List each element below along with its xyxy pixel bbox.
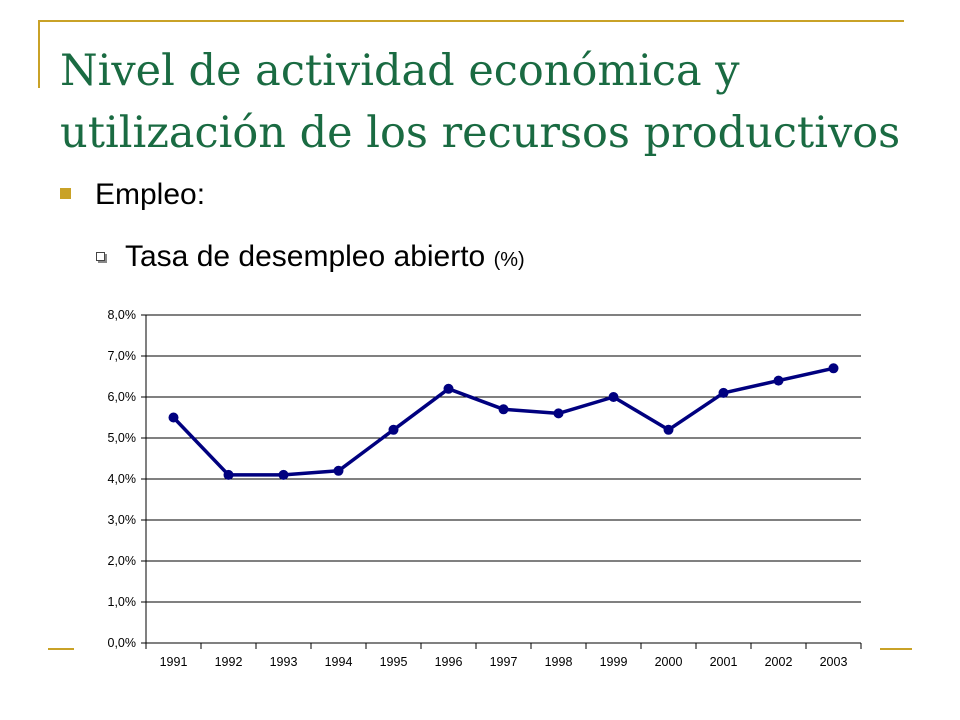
x-tick-label: 1999 bbox=[600, 655, 628, 669]
axis-layer: 0,0% 1,0% 2,0% 3,0% 4,0% 5,0% 6,0% 7,0% 8,0% 1991… bbox=[108, 308, 862, 669]
data-point bbox=[608, 392, 619, 402]
series-layer bbox=[168, 363, 839, 480]
x-tick-label: 1996 bbox=[435, 655, 463, 669]
data-point bbox=[773, 375, 784, 386]
x-tick-label: 1993 bbox=[270, 655, 298, 669]
x-tick-label: 1995 bbox=[380, 655, 408, 669]
bullet-tasa-label: Tasa de desempleo abierto bbox=[125, 240, 486, 273]
bullet-tasa-desempleo: Tasa de desempleo abierto (%) bbox=[96, 240, 525, 274]
data-point bbox=[828, 363, 839, 374]
data-point bbox=[443, 383, 454, 394]
data-point bbox=[388, 424, 399, 435]
x-tick-label: 1994 bbox=[325, 655, 353, 669]
data-point bbox=[168, 412, 179, 423]
square-bullet-icon bbox=[60, 187, 71, 199]
frame-left-rule bbox=[38, 20, 40, 88]
data-point bbox=[663, 424, 674, 435]
data-point bbox=[223, 469, 234, 480]
x-tick-label: 2001 bbox=[710, 655, 738, 669]
x-tick-label: 1991 bbox=[160, 655, 188, 669]
y-tick-label: 3,0% bbox=[108, 513, 137, 527]
x-tick-label: 2000 bbox=[655, 655, 683, 669]
y-tick-label: 5,0% bbox=[108, 431, 137, 445]
grid-layer bbox=[146, 314, 861, 644]
frame-top-rule bbox=[38, 20, 904, 22]
frame-bottom-right-rule bbox=[880, 648, 912, 650]
y-tick-label: 1,0% bbox=[108, 595, 137, 609]
x-tick-label: 2002 bbox=[765, 655, 793, 669]
slide-title: Nivel de actividad económica y utilizaci… bbox=[60, 46, 901, 158]
x-tick-label: 1997 bbox=[490, 655, 518, 669]
data-point bbox=[498, 404, 509, 415]
y-tick-label: 2,0% bbox=[108, 554, 137, 568]
data-point bbox=[553, 408, 564, 419]
data-point bbox=[333, 465, 344, 476]
bullet-empleo: Empleo: bbox=[60, 178, 205, 212]
hollow-square-bullet-icon bbox=[96, 251, 105, 261]
bullet-empleo-label: Empleo: bbox=[95, 178, 206, 211]
y-tick-label: 0,0% bbox=[108, 636, 137, 650]
data-point bbox=[718, 387, 729, 398]
data-point bbox=[278, 469, 289, 480]
x-tick-label: 1992 bbox=[215, 655, 243, 669]
y-tick-label: 8,0% bbox=[108, 308, 137, 322]
x-tick-label: 2003 bbox=[820, 655, 848, 669]
x-tick-label: 1998 bbox=[545, 655, 573, 669]
series-line bbox=[172, 366, 834, 477]
y-tick-label: 6,0% bbox=[108, 390, 137, 404]
bullet-tasa-unit: (%) bbox=[493, 249, 525, 271]
frame-bottom-left-rule bbox=[48, 648, 74, 650]
y-tick-label: 7,0% bbox=[108, 349, 137, 363]
y-tick-label: 4,0% bbox=[108, 472, 137, 486]
